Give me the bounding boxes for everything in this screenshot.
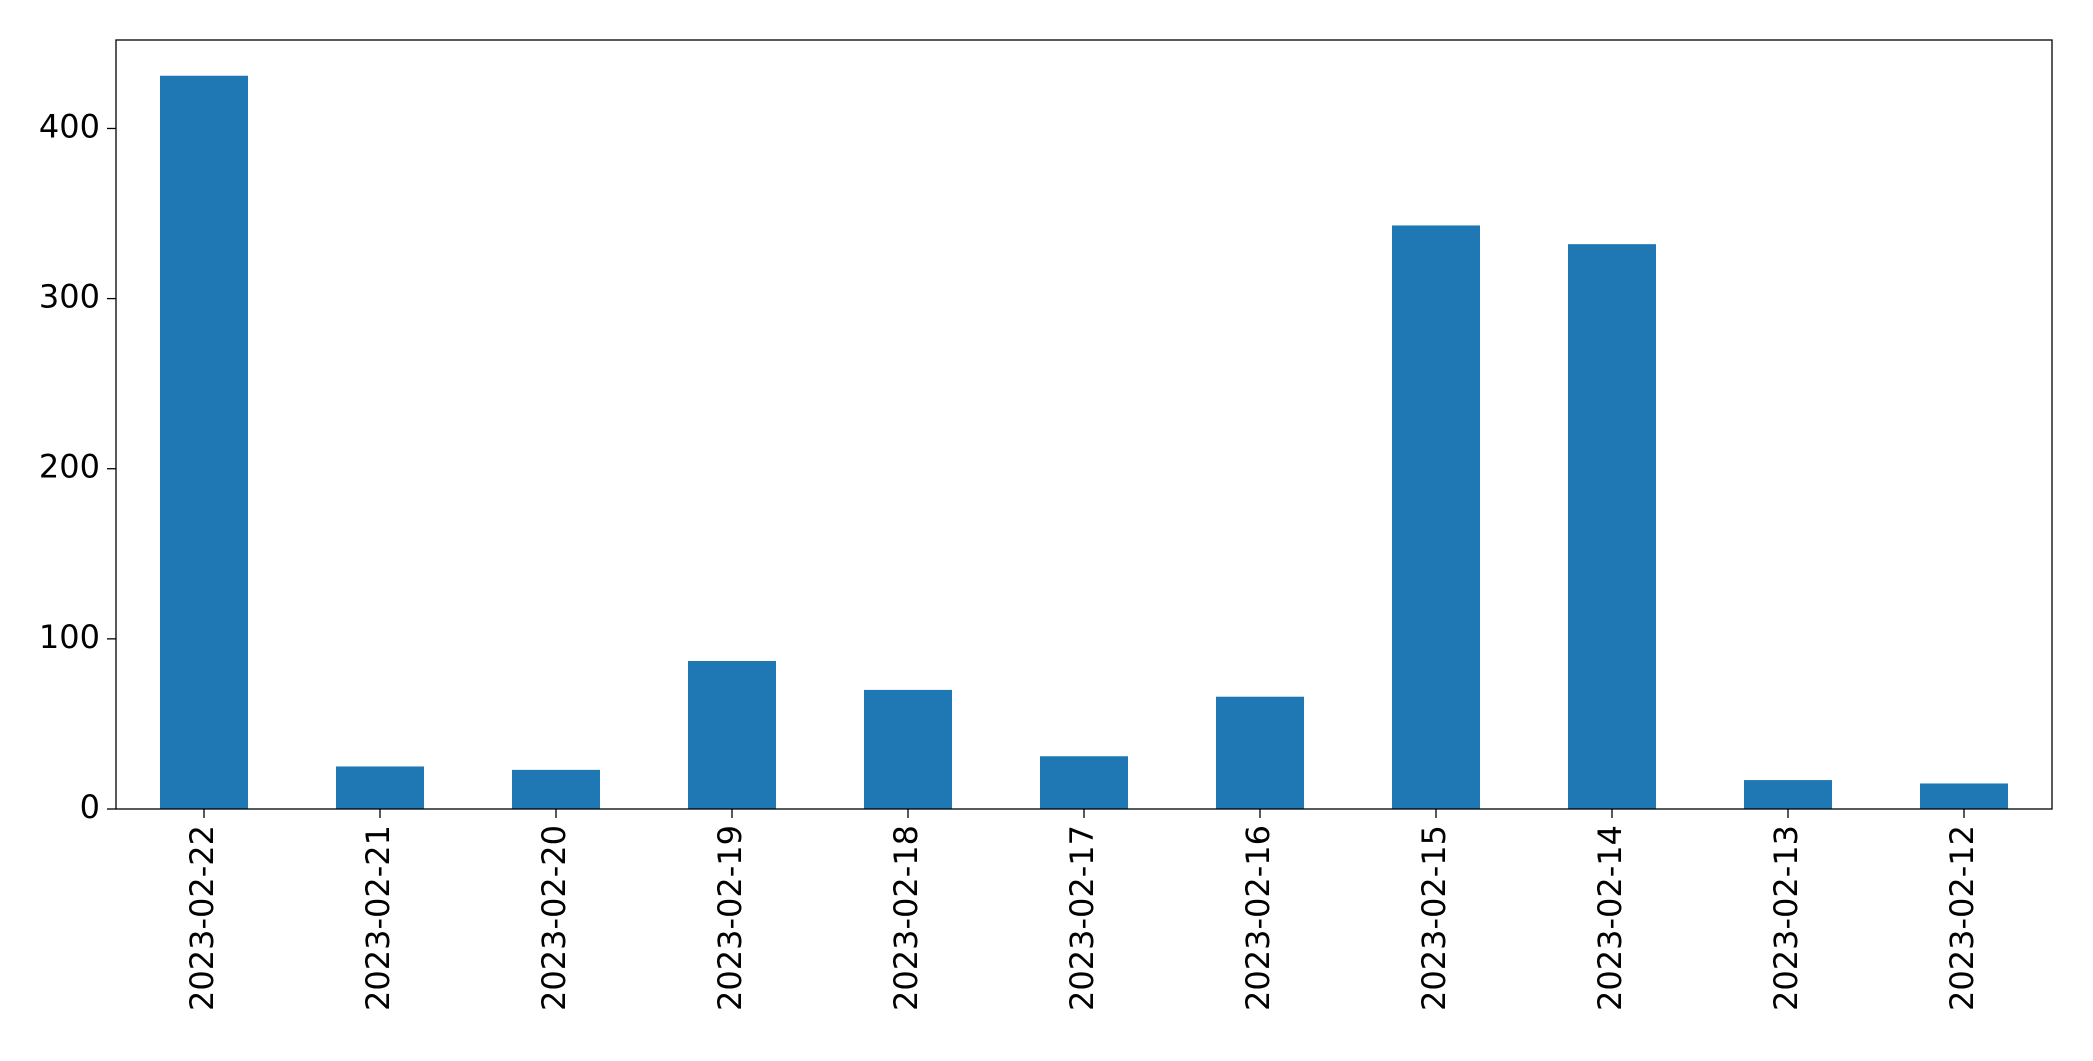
x-tick-label: 2023-02-16 xyxy=(1239,825,1277,1011)
x-tick-label: 2023-02-14 xyxy=(1591,825,1629,1011)
plot-frame xyxy=(115,39,2053,810)
x-tick-label: 2023-02-22 xyxy=(183,825,221,1011)
bar xyxy=(1040,756,1128,809)
y-tick-label: 200 xyxy=(39,448,100,486)
bar xyxy=(1568,244,1656,809)
bar xyxy=(512,769,600,809)
x-tick-label: 2023-02-12 xyxy=(1943,825,1981,1011)
x-tick-label: 2023-02-15 xyxy=(1415,825,1453,1011)
x-tick-label: 2023-02-13 xyxy=(1767,825,1805,1011)
bar xyxy=(160,75,248,809)
y-tick-label: 100 xyxy=(39,618,100,656)
y-tick-label: 0 xyxy=(80,788,100,826)
y-tick-label: 300 xyxy=(39,278,100,316)
bar xyxy=(1392,225,1480,809)
bar xyxy=(1920,783,2008,809)
bar xyxy=(1744,780,1832,809)
bar xyxy=(864,689,952,809)
bar xyxy=(336,766,424,809)
x-tick-label: 2023-02-17 xyxy=(1063,825,1101,1011)
bar xyxy=(1216,696,1304,809)
x-tick-label: 2023-02-21 xyxy=(359,825,397,1011)
y-tick-label: 400 xyxy=(39,107,100,145)
x-tick-label: 2023-02-20 xyxy=(535,825,573,1011)
x-tick-label: 2023-02-19 xyxy=(711,825,749,1011)
x-tick-label: 2023-02-18 xyxy=(887,825,925,1011)
bar xyxy=(688,660,776,809)
